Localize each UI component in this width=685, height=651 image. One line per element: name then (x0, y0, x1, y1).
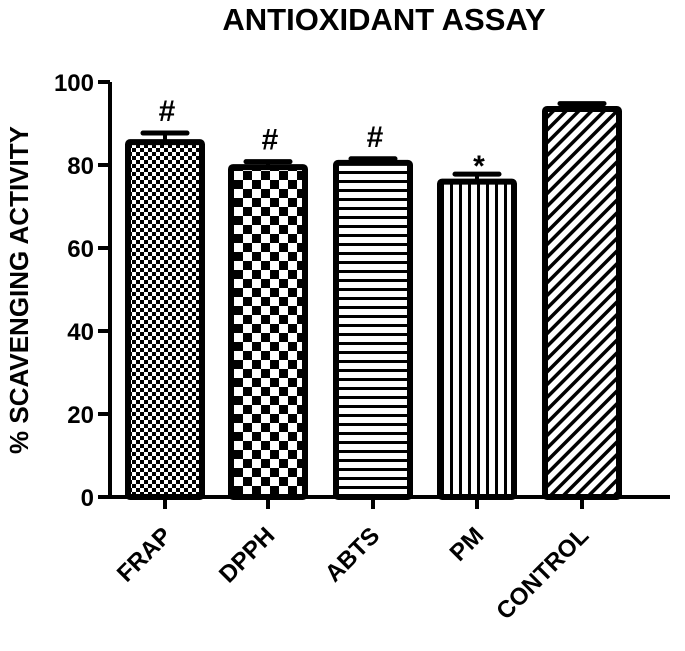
x-tick-label: PM (445, 522, 490, 567)
y-tick-label: 80 (67, 153, 94, 180)
bar-rect (228, 164, 308, 500)
bar-frap: # (125, 95, 205, 501)
chart-title: ANTIOXIDANT ASSAY (222, 2, 546, 37)
y-tick-label: 60 (67, 236, 94, 263)
y-tick-label: 0 (81, 485, 94, 512)
x-tick-label: ABTS (320, 522, 385, 587)
bar-control (542, 101, 622, 500)
x-tick-label: FRAP (112, 522, 177, 587)
x-tick-label: DPPH (214, 522, 280, 588)
bar-abts: # (333, 121, 413, 501)
y-axis: 0 20 40 60 80 100 (54, 70, 112, 512)
y-axis-label: % SCAVENGING ACTIVITY (4, 126, 34, 454)
significance-marker: # (159, 95, 176, 128)
significance-marker: # (367, 121, 384, 154)
y-tick-label: 40 (67, 319, 94, 346)
bar-rect (437, 178, 517, 500)
y-tick-label: 100 (54, 70, 94, 97)
significance-marker: * (473, 150, 485, 183)
significance-marker: # (262, 124, 279, 157)
bar-pm: * (437, 150, 517, 500)
bar-rect (125, 139, 205, 501)
x-tick-label: CONTROL (491, 522, 594, 625)
bar-dpph: # (228, 124, 308, 500)
bar-rect (333, 159, 413, 501)
bars-group: # # # * (125, 95, 622, 501)
x-axis: FRAP DPPH ABTS PM CONTROL (108, 495, 670, 625)
y-tick-label: 20 (67, 402, 94, 429)
bar-rect (542, 105, 622, 500)
